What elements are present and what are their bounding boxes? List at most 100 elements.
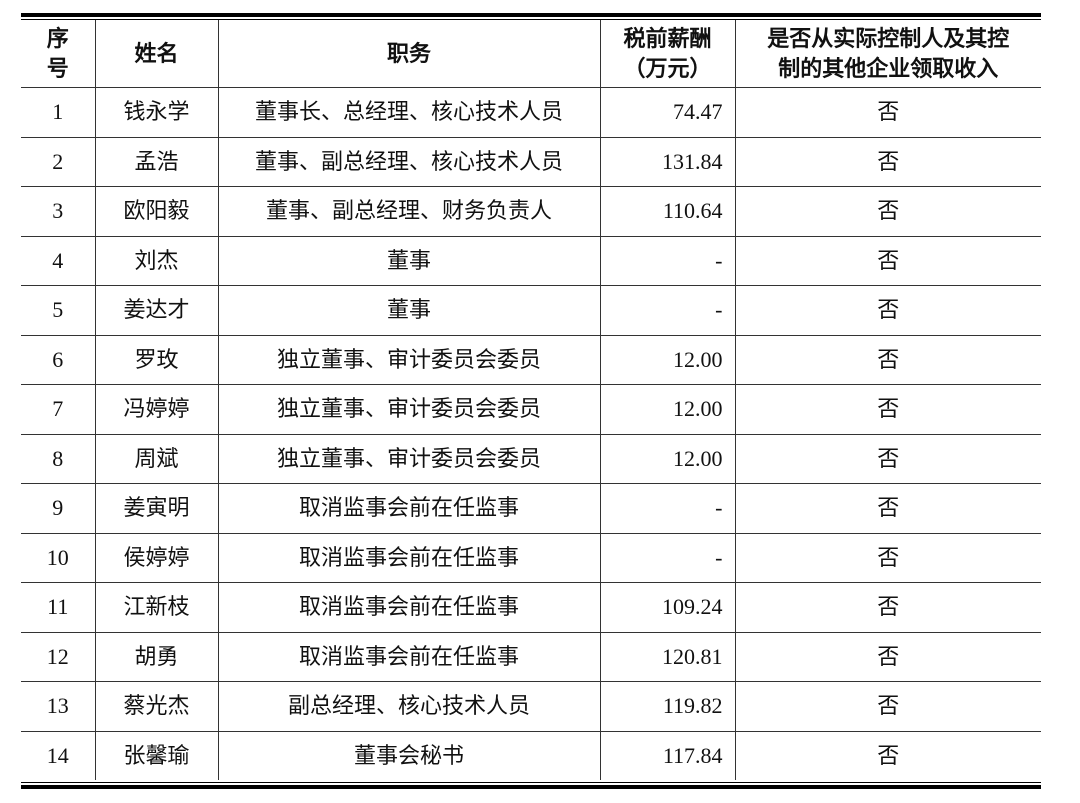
table-row: 3 欧阳毅 董事、副总经理、财务负责人 110.64 否 bbox=[21, 186, 1041, 237]
table-row: 8 周斌 独立董事、审计委员会委员 12.00 否 bbox=[21, 433, 1041, 484]
compensation-table: 序号 姓名 职务 税前薪酬 （万元） 是否从实际控制人及其控 制的其他企业领取收入 … bbox=[21, 20, 1041, 780]
cell-income-from-controller: 否 bbox=[734, 483, 1041, 534]
cell-income-from-controller: 否 bbox=[734, 631, 1041, 682]
cell-income-from-controller: 否 bbox=[734, 582, 1041, 633]
cell-salary: - bbox=[599, 235, 736, 286]
table-row: 10 侯婷婷 取消监事会前在任监事 - 否 bbox=[21, 532, 1041, 583]
cell-index: 5 bbox=[21, 285, 96, 336]
cell-index: 7 bbox=[21, 384, 96, 435]
header-line: 是否从实际控制人及其控 bbox=[767, 25, 1010, 51]
cell-income-from-controller: 否 bbox=[734, 681, 1041, 732]
cell-income-from-controller: 否 bbox=[734, 730, 1041, 780]
table-bottom-border-thin bbox=[21, 782, 1041, 783]
cell-name: 胡勇 bbox=[94, 631, 219, 682]
cell-name: 姜达才 bbox=[94, 285, 219, 336]
cell-name: 欧阳毅 bbox=[94, 186, 219, 237]
cell-index: 4 bbox=[21, 235, 96, 286]
cell-position: 副总经理、核心技术人员 bbox=[217, 681, 601, 732]
header-line: 制的其他企业领取收入 bbox=[778, 55, 999, 81]
cell-position: 董事、副总经理、核心技术人员 bbox=[217, 136, 601, 187]
cell-index: 11 bbox=[21, 582, 96, 633]
table-row: 5 姜达才 董事 - 否 bbox=[21, 285, 1041, 336]
cell-salary: 74.47 bbox=[599, 87, 736, 138]
cell-income-from-controller: 否 bbox=[734, 334, 1041, 385]
table-bottom-border bbox=[21, 785, 1041, 789]
cell-name: 刘杰 bbox=[94, 235, 219, 286]
cell-position: 独立董事、审计委员会委员 bbox=[217, 433, 601, 484]
cell-income-from-controller: 否 bbox=[734, 285, 1041, 336]
cell-income-from-controller: 否 bbox=[734, 136, 1041, 187]
cell-income-from-controller: 否 bbox=[734, 235, 1041, 286]
header-index: 序号 bbox=[21, 20, 96, 88]
cell-salary: - bbox=[599, 483, 736, 534]
cell-salary: 12.00 bbox=[599, 384, 736, 435]
header-line: （万元） bbox=[623, 55, 712, 81]
table-top-border bbox=[21, 13, 1041, 17]
cell-index: 1 bbox=[21, 87, 96, 138]
cell-position: 董事、副总经理、财务负责人 bbox=[217, 186, 601, 237]
table-row: 9 姜寅明 取消监事会前在任监事 - 否 bbox=[21, 483, 1041, 534]
cell-name: 侯婷婷 bbox=[94, 532, 219, 583]
cell-salary: 12.00 bbox=[599, 433, 736, 484]
cell-position: 取消监事会前在任监事 bbox=[217, 483, 601, 534]
cell-index: 13 bbox=[21, 681, 96, 732]
cell-index: 8 bbox=[21, 433, 96, 484]
cell-index: 2 bbox=[21, 136, 96, 187]
cell-salary: 117.84 bbox=[599, 730, 736, 780]
table-row: 12 胡勇 取消监事会前在任监事 120.81 否 bbox=[21, 631, 1041, 682]
cell-salary: 119.82 bbox=[599, 681, 736, 732]
table-row: 7 冯婷婷 独立董事、审计委员会委员 12.00 否 bbox=[21, 384, 1041, 435]
cell-name: 钱永学 bbox=[94, 87, 219, 138]
header-line: 税前薪酬 bbox=[623, 25, 712, 51]
cell-salary: 12.00 bbox=[599, 334, 736, 385]
compensation-table-wrapper: 序号 姓名 职务 税前薪酬 （万元） 是否从实际控制人及其控 制的其他企业领取收入 … bbox=[21, 13, 1041, 789]
cell-salary: 110.64 bbox=[599, 186, 736, 237]
table-row: 13 蔡光杰 副总经理、核心技术人员 119.82 否 bbox=[21, 681, 1041, 732]
cell-income-from-controller: 否 bbox=[734, 87, 1041, 138]
table-row: 6 罗玫 独立董事、审计委员会委员 12.00 否 bbox=[21, 334, 1041, 385]
header-salary: 税前薪酬 （万元） bbox=[599, 20, 736, 88]
cell-index: 14 bbox=[21, 730, 96, 780]
header-line: 序 bbox=[46, 25, 69, 51]
cell-salary: - bbox=[599, 285, 736, 336]
header-position: 职务 bbox=[217, 20, 601, 88]
cell-index: 6 bbox=[21, 334, 96, 385]
cell-salary: - bbox=[599, 532, 736, 583]
cell-index: 9 bbox=[21, 483, 96, 534]
cell-position: 独立董事、审计委员会委员 bbox=[217, 334, 601, 385]
cell-position: 董事 bbox=[217, 285, 601, 336]
table-row: 4 刘杰 董事 - 否 bbox=[21, 235, 1041, 286]
cell-position: 取消监事会前在任监事 bbox=[217, 582, 601, 633]
table-row: 1 钱永学 董事长、总经理、核心技术人员 74.47 否 bbox=[21, 87, 1041, 138]
cell-index: 12 bbox=[21, 631, 96, 682]
cell-name: 罗玫 bbox=[94, 334, 219, 385]
cell-name: 孟浩 bbox=[94, 136, 219, 187]
table-top-border-thin bbox=[21, 19, 1041, 20]
cell-salary: 120.81 bbox=[599, 631, 736, 682]
cell-salary: 109.24 bbox=[599, 582, 736, 633]
cell-position: 取消监事会前在任监事 bbox=[217, 631, 601, 682]
header-income-from-controller: 是否从实际控制人及其控 制的其他企业领取收入 bbox=[734, 20, 1041, 88]
cell-income-from-controller: 否 bbox=[734, 186, 1041, 237]
cell-index: 3 bbox=[21, 186, 96, 237]
cell-name: 江新枝 bbox=[94, 582, 219, 633]
cell-position: 独立董事、审计委员会委员 bbox=[217, 384, 601, 435]
cell-position: 取消监事会前在任监事 bbox=[217, 532, 601, 583]
cell-name: 冯婷婷 bbox=[94, 384, 219, 435]
cell-position: 董事 bbox=[217, 235, 601, 286]
cell-income-from-controller: 否 bbox=[734, 532, 1041, 583]
header-line: 号 bbox=[46, 55, 69, 81]
cell-index: 10 bbox=[21, 532, 96, 583]
cell-name: 姜寅明 bbox=[94, 483, 219, 534]
table-header-row: 序号 姓名 职务 税前薪酬 （万元） 是否从实际控制人及其控 制的其他企业领取收入 bbox=[21, 20, 1041, 88]
cell-income-from-controller: 否 bbox=[734, 433, 1041, 484]
cell-position: 董事会秘书 bbox=[217, 730, 601, 780]
cell-income-from-controller: 否 bbox=[734, 384, 1041, 435]
table-row: 14 张馨瑜 董事会秘书 117.84 否 bbox=[21, 730, 1041, 780]
cell-name: 周斌 bbox=[94, 433, 219, 484]
cell-name: 张馨瑜 bbox=[94, 730, 219, 780]
cell-salary: 131.84 bbox=[599, 136, 736, 187]
header-name: 姓名 bbox=[94, 20, 219, 88]
table-row: 2 孟浩 董事、副总经理、核心技术人员 131.84 否 bbox=[21, 136, 1041, 187]
cell-position: 董事长、总经理、核心技术人员 bbox=[217, 87, 601, 138]
